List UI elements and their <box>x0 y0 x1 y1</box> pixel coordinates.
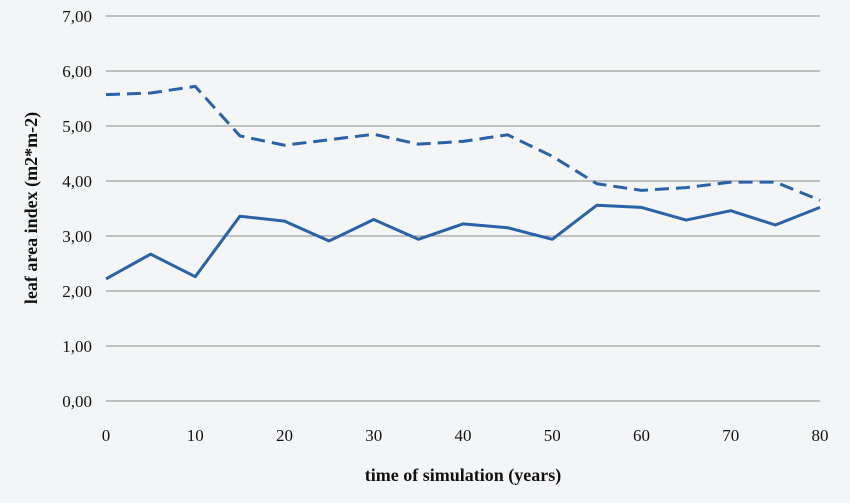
series-line-dashed <box>105 84 821 202</box>
y-tick-label: 6,00 <box>62 62 92 81</box>
y-tick-label: 2,00 <box>62 282 92 301</box>
y-tick-label: 3,00 <box>62 227 92 246</box>
y-tick-label: 5,00 <box>62 117 92 136</box>
y-tick-label: 4,00 <box>62 172 92 191</box>
x-tick-label: 10 <box>187 426 204 445</box>
y-tick-label: 1,00 <box>62 337 92 356</box>
grid-layer <box>106 15 820 402</box>
x-tick-label: 50 <box>544 426 561 445</box>
x-tick-label: 80 <box>812 426 829 445</box>
series-line-solid <box>105 203 821 281</box>
y-axis-title: leaf area index (m2*m-2) <box>21 112 42 304</box>
x-tick-label: 0 <box>102 426 111 445</box>
x-tick-label: 60 <box>633 426 650 445</box>
series-layer <box>105 84 821 281</box>
y-tick-label: 7,00 <box>62 7 92 26</box>
x-axis-title: time of simulation (years) <box>365 465 561 486</box>
x-tick-label: 30 <box>365 426 382 445</box>
y-tick-labels: 0,00 1,00 2,00 3,00 4,00 5,00 6,00 7,00 <box>62 7 92 411</box>
x-tick-label: 20 <box>276 426 293 445</box>
y-tick-label: 0,00 <box>62 392 92 411</box>
x-tick-label: 40 <box>455 426 472 445</box>
x-tick-labels: 0 10 20 30 40 50 60 70 80 <box>102 426 829 445</box>
x-tick-label: 70 <box>722 426 739 445</box>
